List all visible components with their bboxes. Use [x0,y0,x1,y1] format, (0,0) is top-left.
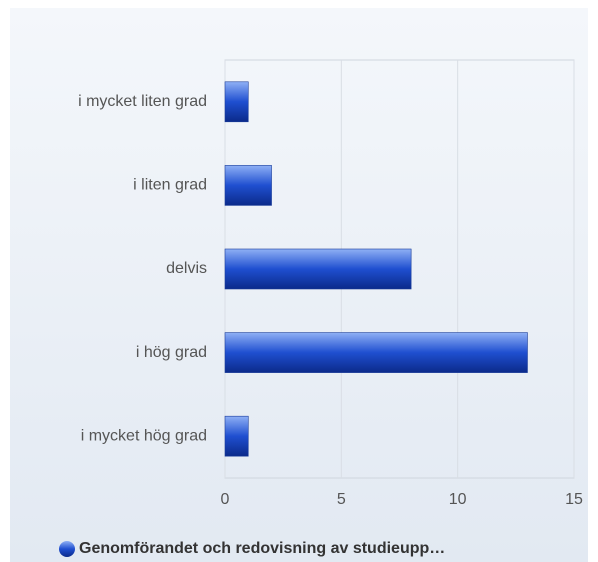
bar [224,165,272,206]
y-tick-label: i mycket hög grad [81,427,207,444]
legend-marker [59,541,75,557]
y-tick-label: i liten grad [133,177,207,194]
y-tick-label: delvis [166,260,207,277]
x-tick-label: 10 [449,491,467,508]
bar [224,415,249,457]
x-tick-label: 5 [337,491,346,508]
bar [224,248,412,290]
x-tick-label: 15 [565,491,583,508]
x-tick-label: 0 [221,491,230,508]
y-tick-label: i hög grad [136,344,207,361]
legend-label: Genomförandet och redovisning av studieu… [79,540,445,557]
bar [224,81,249,123]
bar [224,332,528,373]
y-tick-label: i mycket liten grad [78,93,207,110]
